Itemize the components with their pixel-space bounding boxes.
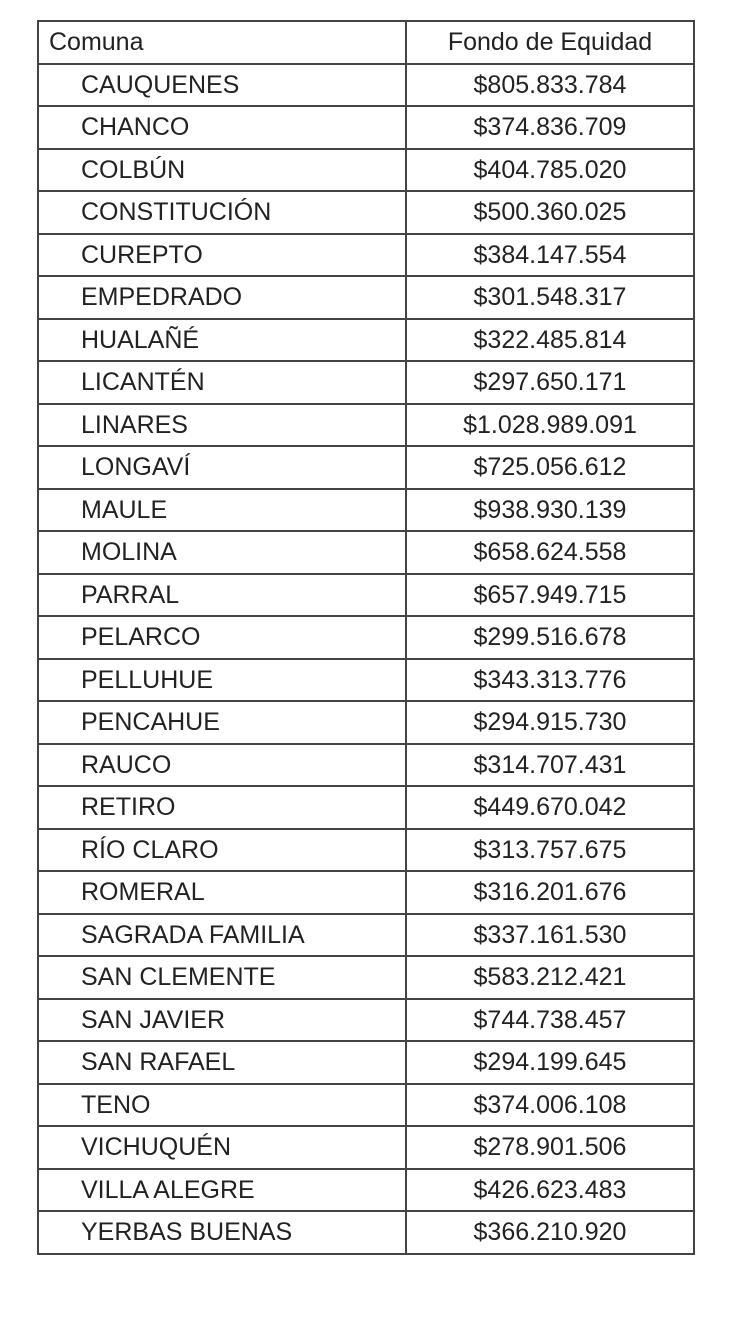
comuna-cell: CHANCO [37,105,407,150]
comuna-cell: VILLA ALEGRE [37,1167,407,1212]
table-row: SAGRADA FAMILIA $337.161.530 [37,912,695,957]
comuna-cell: SAN RAFAEL [37,1040,407,1085]
table-row: VILLA ALEGRE $426.623.483 [37,1167,695,1212]
fondo-cell: $337.161.530 [405,912,695,957]
fondo-cell: $805.833.784 [405,62,695,107]
comuna-cell: LICANTÉN [37,360,407,405]
fondo-cell: $744.738.457 [405,997,695,1042]
table-row: CAUQUENES $805.833.784 [37,62,695,107]
comuna-cell: SAN CLEMENTE [37,955,407,1000]
table-row: PENCAHUE $294.915.730 [37,700,695,745]
fondo-cell: $294.199.645 [405,1040,695,1085]
fondo-cell: $500.360.025 [405,190,695,235]
table-row: CUREPTO $384.147.554 [37,232,695,277]
comuna-cell: SAGRADA FAMILIA [37,912,407,957]
comuna-cell: RÍO CLARO [37,827,407,872]
fondo-cell: $278.901.506 [405,1125,695,1170]
header-row: Comuna Fondo de Equidad [37,20,695,65]
comuna-cell: PELLUHUE [37,657,407,702]
fondo-cell: $657.949.715 [405,572,695,617]
fondo-cell: $583.212.421 [405,955,695,1000]
comuna-cell: YERBAS BUENAS [37,1210,407,1255]
comuna-cell: CAUQUENES [37,62,407,107]
table-row: MOLINA $658.624.558 [37,530,695,575]
comuna-cell: PENCAHUE [37,700,407,745]
fondo-cell: $1.028.989.091 [405,402,695,447]
table-row: VICHUQUÉN $278.901.506 [37,1125,695,1170]
fondo-cell: $301.548.317 [405,275,695,320]
comuna-cell: VICHUQUÉN [37,1125,407,1170]
fondo-cell: $316.201.676 [405,870,695,915]
comuna-cell: MAULE [37,487,407,532]
comuna-cell: MOLINA [37,530,407,575]
fondo-cell: $426.623.483 [405,1167,695,1212]
table-row: SAN JAVIER $744.738.457 [37,997,695,1042]
comuna-cell: RAUCO [37,742,407,787]
table-row: PARRAL $657.949.715 [37,572,695,617]
table-row: MAULE $938.930.139 [37,487,695,532]
fondo-cell: $299.516.678 [405,615,695,660]
table-row: RÍO CLARO $313.757.675 [37,827,695,872]
table-row: SAN CLEMENTE $583.212.421 [37,955,695,1000]
comuna-cell: ROMERAL [37,870,407,915]
comuna-cell: CONSTITUCIÓN [37,190,407,235]
table-row: TENO $374.006.108 [37,1082,695,1127]
fondo-cell: $938.930.139 [405,487,695,532]
table-row: RAUCO $314.707.431 [37,742,695,787]
comuna-cell: CUREPTO [37,232,407,277]
fondo-cell: $404.785.020 [405,147,695,192]
table-row: SAN RAFAEL $294.199.645 [37,1040,695,1085]
fondo-cell: $294.915.730 [405,700,695,745]
table-row: ROMERAL $316.201.676 [37,870,695,915]
table-row: CHANCO $374.836.709 [37,105,695,150]
fondo-cell: $449.670.042 [405,785,695,830]
fondo-cell: $297.650.171 [405,360,695,405]
fondo-cell: $374.836.709 [405,105,695,150]
fondo-cell: $658.624.558 [405,530,695,575]
comuna-cell: RETIRO [37,785,407,830]
comuna-cell: PELARCO [37,615,407,660]
fondo-cell: $374.006.108 [405,1082,695,1127]
table-row: LICANTÉN $297.650.171 [37,360,695,405]
table-body: CAUQUENES $805.833.784 CHANCO $374.836.709 C… [37,62,695,1255]
table-row: LINARES $1.028.989.091 [37,402,695,447]
table-row: CONSTITUCIÓN $500.360.025 [37,190,695,235]
table-row: PELLUHUE $343.313.776 [37,657,695,702]
fondo-cell: $725.056.612 [405,445,695,490]
fondo-cell: $384.147.554 [405,232,695,277]
fondo-cell: $313.757.675 [405,827,695,872]
table-row: COLBÚN $404.785.020 [37,147,695,192]
header-fondo-de-equidad: Fondo de Equidad [405,20,695,65]
fondo-cell: $314.707.431 [405,742,695,787]
comuna-cell: EMPEDRADO [37,275,407,320]
table-row: RETIRO $449.670.042 [37,785,695,830]
table-row: PELARCO $299.516.678 [37,615,695,660]
table-row: YERBAS BUENAS $366.210.920 [37,1210,695,1255]
fondo-cell: $322.485.814 [405,317,695,362]
table-row: EMPEDRADO $301.548.317 [37,275,695,320]
comuna-cell: HUALAÑÉ [37,317,407,362]
header-comuna: Comuna [37,20,407,65]
comuna-cell: COLBÚN [37,147,407,192]
comuna-cell: PARRAL [37,572,407,617]
comuna-cell: TENO [37,1082,407,1127]
comuna-cell: LONGAVÍ [37,445,407,490]
table-row: LONGAVÍ $725.056.612 [37,445,695,490]
fondo-cell: $366.210.920 [405,1210,695,1255]
table-row: HUALAÑÉ $322.485.814 [37,317,695,362]
comuna-cell: SAN JAVIER [37,997,407,1042]
fondo-equidad-table: Comuna Fondo de Equidad CAUQUENES $805.83… [37,20,695,1255]
fondo-cell: $343.313.776 [405,657,695,702]
comuna-cell: LINARES [37,402,407,447]
